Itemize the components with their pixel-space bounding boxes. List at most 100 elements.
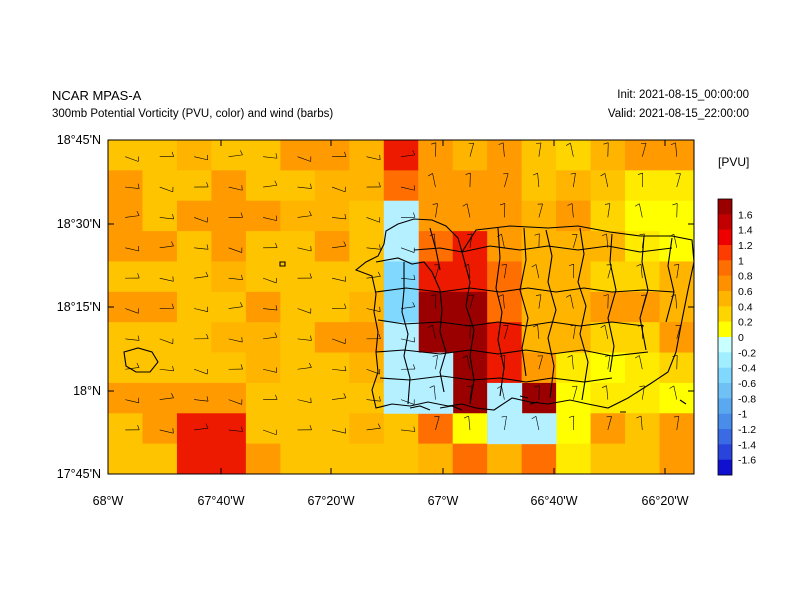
wind-barb <box>532 324 540 339</box>
pv-cell <box>590 322 626 354</box>
wind-barb <box>228 150 243 157</box>
wind-barb <box>636 263 643 279</box>
wind-barb <box>297 273 312 279</box>
wind-barb <box>604 355 611 370</box>
pv-cell <box>452 443 488 475</box>
pv-cell <box>590 443 626 475</box>
pv-cell <box>176 322 212 354</box>
pv-cell <box>349 352 385 384</box>
pv-cell <box>211 140 247 171</box>
pv-cell-negative <box>487 382 523 414</box>
wind-barb <box>536 142 542 157</box>
wind-barb <box>125 362 140 370</box>
wind-barb <box>639 385 645 400</box>
wind-barb <box>125 156 139 162</box>
wind-barb <box>159 338 174 344</box>
wind-barb <box>531 416 540 431</box>
wind-barb <box>670 294 678 309</box>
wind-barb <box>159 241 174 249</box>
wind-barb <box>366 396 381 402</box>
pv-cell <box>314 352 350 384</box>
pv-cell <box>625 413 661 445</box>
wind-barb <box>601 385 609 400</box>
wind-barb <box>428 173 436 188</box>
pv-cell <box>245 443 281 475</box>
wind-barb <box>366 182 381 188</box>
wind-barb <box>601 233 609 248</box>
colorbar-swatch <box>718 214 732 230</box>
wind-barb <box>297 245 312 252</box>
latitude-tick-label: 18°45'N <box>57 133 101 147</box>
wind-barb <box>497 385 505 400</box>
wind-barb <box>159 214 174 220</box>
pv-cell <box>280 322 316 354</box>
pv-cell <box>211 443 247 475</box>
pv-cell <box>142 200 178 232</box>
wind-barb <box>503 325 509 339</box>
pv-cell <box>108 352 143 384</box>
colorbar-swatch <box>718 260 732 276</box>
pv-cell <box>280 231 316 262</box>
wind-barb <box>332 365 347 372</box>
wind-barb <box>468 142 474 157</box>
wind-barb <box>465 172 471 188</box>
pv-cell-negative <box>383 231 419 262</box>
wind-barb <box>331 428 346 434</box>
pv-cell <box>590 382 626 414</box>
wind-barb <box>634 203 643 218</box>
pv-cell <box>176 170 212 202</box>
wind-barb <box>125 335 140 341</box>
wind-barb <box>400 185 415 191</box>
wind-barb <box>537 355 543 370</box>
pv-cell <box>245 140 281 171</box>
wind-barb <box>570 324 576 339</box>
pv-cell <box>108 140 143 171</box>
colorbar-swatch <box>718 398 732 414</box>
pv-cell <box>349 291 385 323</box>
pv-cell <box>245 261 281 293</box>
wind-barb <box>568 415 575 430</box>
wind-barb <box>331 276 346 282</box>
wind-barb <box>467 233 473 248</box>
wind-barb <box>332 151 347 157</box>
wind-barb <box>568 263 575 279</box>
wind-barb <box>606 416 612 431</box>
wind-barb <box>464 263 471 279</box>
colorbar-label: 0 <box>738 332 744 344</box>
pv-cell <box>211 382 247 414</box>
colorbar-label: 0.6 <box>738 286 753 298</box>
colorbar-label: -0.6 <box>738 378 756 390</box>
wind-barb <box>600 173 609 188</box>
wind-barb <box>673 264 680 279</box>
longitude-tick-label: 66°20'W <box>642 494 689 508</box>
wind-barb <box>228 364 243 370</box>
wind-barb <box>263 305 278 311</box>
pv-cell <box>176 352 212 384</box>
colorbar-swatch <box>718 413 732 430</box>
pv-cell <box>211 291 247 323</box>
pv-cell <box>521 170 557 202</box>
wind-barb <box>297 362 312 370</box>
wind-barb <box>194 271 209 279</box>
wind-barb <box>534 233 540 248</box>
pv-cell <box>521 443 557 475</box>
wind-barb <box>228 426 243 432</box>
pv-cell <box>280 170 316 202</box>
pv-cell <box>556 443 592 475</box>
pv-cell <box>280 352 316 384</box>
pv-cell <box>211 413 247 445</box>
colorbar-label: -0.4 <box>738 363 756 375</box>
pv-cell <box>108 443 143 475</box>
pv-cell <box>245 231 281 262</box>
pv-cell <box>314 261 350 293</box>
wind-barb <box>606 264 612 279</box>
colorbar-swatch <box>718 291 732 307</box>
pv-cell <box>280 413 316 445</box>
pv-cell-negative <box>418 382 454 414</box>
wind-barb <box>636 415 643 430</box>
wind-barb <box>572 234 578 248</box>
pv-cell <box>349 140 385 171</box>
init-time: Init: 2021-08-15_00:00:00 <box>617 89 749 101</box>
pv-cell <box>176 231 212 262</box>
colorbar-swatch <box>718 444 732 460</box>
